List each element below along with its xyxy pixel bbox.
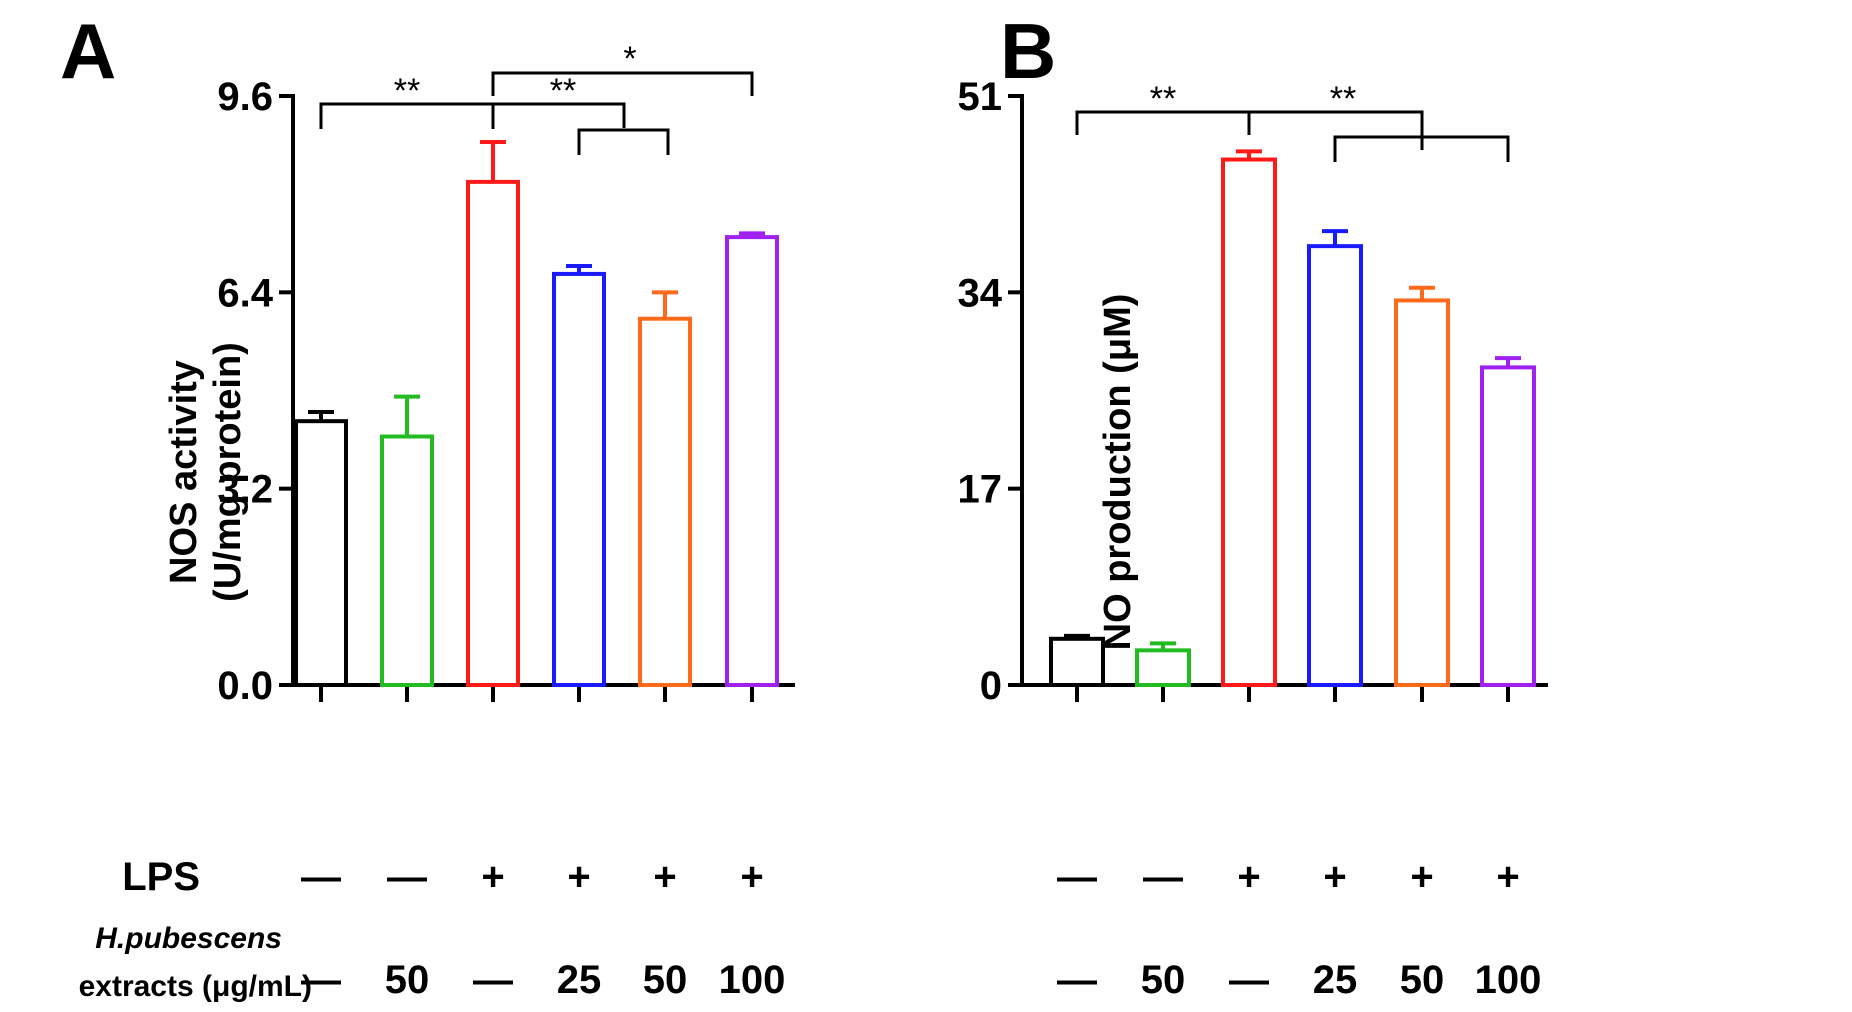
- panel-b-lps-value: +: [1496, 855, 1519, 899]
- panel-b-bar: [1135, 648, 1191, 688]
- panel-b-bar: [1049, 636, 1105, 687]
- panel-a-lps-value: —: [387, 855, 427, 899]
- panel-b-extract-value: 50: [1400, 958, 1445, 1002]
- panel-b-lps-value: —: [1143, 855, 1183, 899]
- panel-a-sig-label: *: [623, 40, 636, 78]
- panel-a-sig-bracket: [491, 102, 626, 128]
- extract-row-label-line1: H.pubescens: [95, 922, 282, 955]
- panel-a-sig-bracket: [577, 128, 670, 155]
- panel-b-ytick-label: 0: [980, 664, 1002, 708]
- panel-a-extract-value: —: [301, 958, 341, 1002]
- panel-b-sig-label: **: [1150, 80, 1176, 118]
- panel-a-letter: A: [60, 7, 116, 95]
- panel-a-lps-value: —: [301, 855, 341, 899]
- panel-a-extract-value: 50: [385, 958, 430, 1002]
- panel-b-extract-value: —: [1229, 958, 1269, 1002]
- extract-row-label-line2: extracts (μg/mL): [79, 970, 312, 1003]
- panel-b-bar: [1480, 365, 1536, 687]
- panel-b-ytick-label: 34: [958, 271, 1003, 315]
- panel-b-extract-value: —: [1057, 958, 1097, 1002]
- panel-a-sig-label: **: [550, 72, 576, 110]
- panel-a-extract-value: 100: [719, 958, 786, 1002]
- panel-b-lps-value: +: [1410, 855, 1433, 899]
- panel-b-sig-bracket: [1247, 110, 1424, 136]
- panel-a-extract-value: 50: [643, 958, 688, 1002]
- panel-a-ylabel-line2: (U/mg protein): [207, 342, 249, 602]
- panel-a-ytick-label: 9.6: [217, 75, 273, 119]
- panel-b-bar: [1307, 244, 1363, 687]
- panel-a-bar: [466, 179, 520, 687]
- panel-a-ytick-label: 0.0: [217, 664, 273, 708]
- panel-b-lps-value: +: [1237, 855, 1260, 899]
- panel-a-ylabel-line1: NOS activity: [163, 360, 205, 584]
- panel-a-sig-bracket: [491, 71, 754, 96]
- panel-a-bar: [725, 235, 779, 687]
- panel-a-extract-value: 25: [557, 958, 602, 1002]
- panel-b-lps-value: —: [1057, 855, 1097, 899]
- panel-b-letter: B: [1000, 7, 1056, 95]
- panel-a-ytick-label: 3.2: [217, 468, 273, 512]
- panel-a-chart: NOS activity (U/mg protein) 0.0 3.2 6.4 9.6…: [163, 40, 795, 708]
- panel-b-ytick-label: 17: [958, 468, 1003, 512]
- panel-b-sig-label: **: [1330, 80, 1356, 118]
- panel-b-bar: [1394, 298, 1450, 687]
- panel-a-lps-value: +: [567, 855, 590, 899]
- panel-a-extract-value: —: [473, 958, 513, 1002]
- panel-a-bar: [380, 434, 434, 687]
- panel-b-lps-value: +: [1323, 855, 1346, 899]
- panel-b-chart: NO production (μM) 0 17 34 51 ** **: [958, 75, 1548, 708]
- panel-a-lps-value: +: [653, 855, 676, 899]
- panel-a-bar: [294, 419, 348, 687]
- lps-row-label: LPS: [122, 855, 200, 899]
- panel-a-bar: [638, 316, 692, 687]
- panel-a-bar: [552, 271, 606, 687]
- panel-b-ytick-label: 51: [958, 75, 1003, 119]
- panel-b-extract-value: 25: [1313, 958, 1358, 1002]
- panel-b-extract-value: 50: [1141, 958, 1186, 1002]
- panel-a-lps-value: +: [740, 855, 763, 899]
- panel-a-lps-value: +: [481, 855, 504, 899]
- panel-b-ylabel: NO production (μM): [1097, 294, 1139, 651]
- panel-b-bar: [1221, 157, 1277, 688]
- panel-a-ytick-label: 6.4: [217, 271, 273, 315]
- panel-b-extract-value: 100: [1475, 958, 1542, 1002]
- panel-a-sig-label: **: [394, 72, 420, 110]
